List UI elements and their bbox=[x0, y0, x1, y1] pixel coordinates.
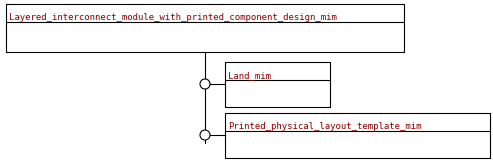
Text: Land_mim: Land_mim bbox=[228, 71, 271, 80]
Bar bbox=[225, 62, 330, 107]
Text: Layered_interconnect_module_with_printed_component_design_mim: Layered_interconnect_module_with_printed… bbox=[9, 13, 337, 22]
Circle shape bbox=[200, 79, 210, 89]
Circle shape bbox=[200, 130, 210, 140]
Text: Printed_physical_layout_template_mim: Printed_physical_layout_template_mim bbox=[228, 122, 422, 131]
Bar bbox=[6, 4, 404, 52]
Bar bbox=[225, 113, 490, 158]
